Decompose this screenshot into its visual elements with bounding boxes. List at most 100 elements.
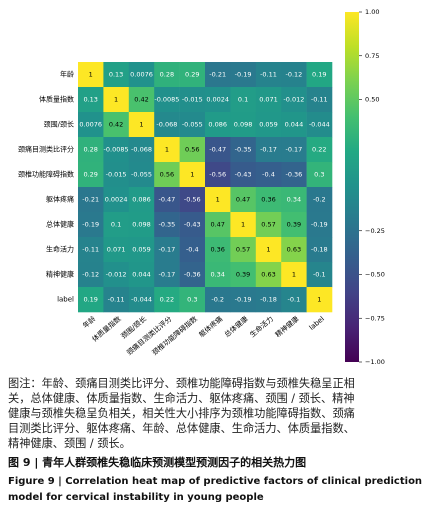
cell	[154, 112, 180, 138]
row-label: 总体健康	[46, 220, 74, 229]
cell-label: -0.56	[209, 171, 226, 179]
cell-label: -0.19	[235, 71, 252, 79]
cell	[230, 162, 257, 188]
cell	[205, 187, 231, 213]
cell-label: 0.22	[160, 296, 174, 304]
cell	[205, 162, 231, 188]
cell-label: 0.071	[107, 246, 126, 254]
cell-label: -0.18	[260, 296, 277, 304]
cell	[78, 187, 104, 213]
cell-label: 0.39	[287, 221, 301, 229]
cell	[281, 137, 307, 163]
cell-label: 1	[190, 171, 194, 179]
cell	[281, 187, 307, 213]
cell	[78, 112, 104, 138]
cell	[205, 237, 231, 263]
column-label: 精神健康	[273, 314, 300, 339]
cell-label: -0.015	[106, 171, 127, 179]
cell	[128, 112, 155, 138]
cell	[103, 87, 130, 113]
colorbar-tick-label: −1.00	[365, 358, 385, 366]
cell-label: -0.17	[158, 271, 175, 279]
cell-label: -0.12	[82, 271, 99, 279]
caption-note: 精神健康、颈围 / 颈长。	[8, 436, 131, 450]
colorbar-tick-label: −0.25	[365, 227, 385, 235]
cell	[78, 137, 104, 163]
caption-note: 图注：年龄、颈痛目测类比评分、颈椎功能障碍指数与颈椎失稳呈正相	[8, 376, 355, 390]
cell	[230, 262, 257, 288]
cell-label: 0.57	[236, 246, 250, 254]
cell-label: 0.56	[160, 171, 174, 179]
cell-label: -0.068	[156, 121, 177, 129]
column-label: 颈椎功能障碍指数	[150, 314, 199, 357]
cell	[128, 137, 155, 163]
cell-label: -0.17	[260, 146, 277, 154]
cell-label: 0.42	[134, 96, 148, 104]
cell-label: 0.098	[234, 121, 253, 129]
cell	[306, 87, 333, 113]
cell-label: 0.086	[208, 121, 227, 129]
cell-label: 0.47	[236, 196, 250, 204]
cell-label: 0.059	[132, 246, 151, 254]
cell	[78, 212, 104, 238]
cell-label: -0.35	[158, 221, 175, 229]
caption-title-zh: 图 9 | 青年人群颈椎失稳临床预测模型预测因子的相关热力图	[8, 455, 306, 469]
colorbar	[345, 12, 359, 362]
cell	[154, 137, 180, 163]
cell	[281, 212, 307, 238]
cell	[306, 212, 333, 238]
cell	[255, 187, 282, 213]
row-label: 颈痛目测类比评分	[18, 145, 74, 154]
colorbar-tick-label: −0.75	[365, 314, 385, 322]
cell-label: -0.0085	[154, 96, 179, 104]
row-label: 躯体疼痛	[46, 195, 74, 204]
cell-label: -0.43	[184, 221, 201, 229]
row-label: 生命活力	[46, 245, 74, 254]
cell-label: 0.1	[238, 96, 248, 104]
column-label: 颈痛目测类比评分	[125, 314, 174, 357]
cell-label: -0.11	[82, 246, 99, 254]
cell	[306, 137, 333, 163]
cell	[179, 87, 206, 113]
cell	[255, 162, 282, 188]
cell	[205, 212, 231, 238]
cell-label: -0.56	[184, 196, 201, 204]
cell-label: 0.42	[109, 121, 123, 129]
cell	[154, 162, 180, 188]
cell-label: 0.3	[314, 171, 324, 179]
cell-label: -0.11	[311, 96, 328, 104]
cell-label: 0.044	[132, 271, 151, 279]
cell-label: -0.47	[158, 196, 175, 204]
cell	[281, 112, 307, 138]
caption-note: 目测类比评分、躯体疼痛、年龄、总体健康、生命活力、体质量指数、	[8, 421, 355, 435]
cell	[128, 162, 155, 188]
cell-label: -0.43	[235, 171, 252, 179]
cell	[306, 187, 333, 213]
cell	[255, 62, 282, 88]
cell-label: -0.11	[108, 296, 125, 304]
cell-label: 0.34	[210, 271, 224, 279]
cell-label: 0.56	[185, 146, 199, 154]
cell-label: -0.044	[309, 121, 330, 129]
cell	[205, 112, 231, 138]
cell-label: 1	[292, 271, 296, 279]
cell-label: 0.63	[287, 246, 301, 254]
cell-label: -0.015	[182, 96, 203, 104]
cell-label: -0.47	[209, 146, 226, 154]
cell	[103, 212, 130, 238]
row-label: 精神健康	[46, 270, 74, 279]
cell	[179, 237, 206, 263]
cell	[128, 262, 155, 288]
row-label: 颈围/颈长	[44, 120, 74, 129]
caption-note: 健康与颈椎失稳呈负相关，相关性大小排序为颈椎功能障碍指数、颈痛	[8, 406, 355, 420]
cell	[128, 212, 155, 238]
cell	[306, 62, 333, 88]
cell	[128, 237, 155, 263]
cell-label: -0.4	[262, 171, 275, 179]
cell	[230, 212, 257, 238]
cell	[255, 287, 282, 313]
cell	[205, 87, 231, 113]
column-label: 生命活力	[248, 314, 275, 339]
cell-label: 1	[216, 196, 220, 204]
cell-label: 0.086	[132, 196, 151, 204]
